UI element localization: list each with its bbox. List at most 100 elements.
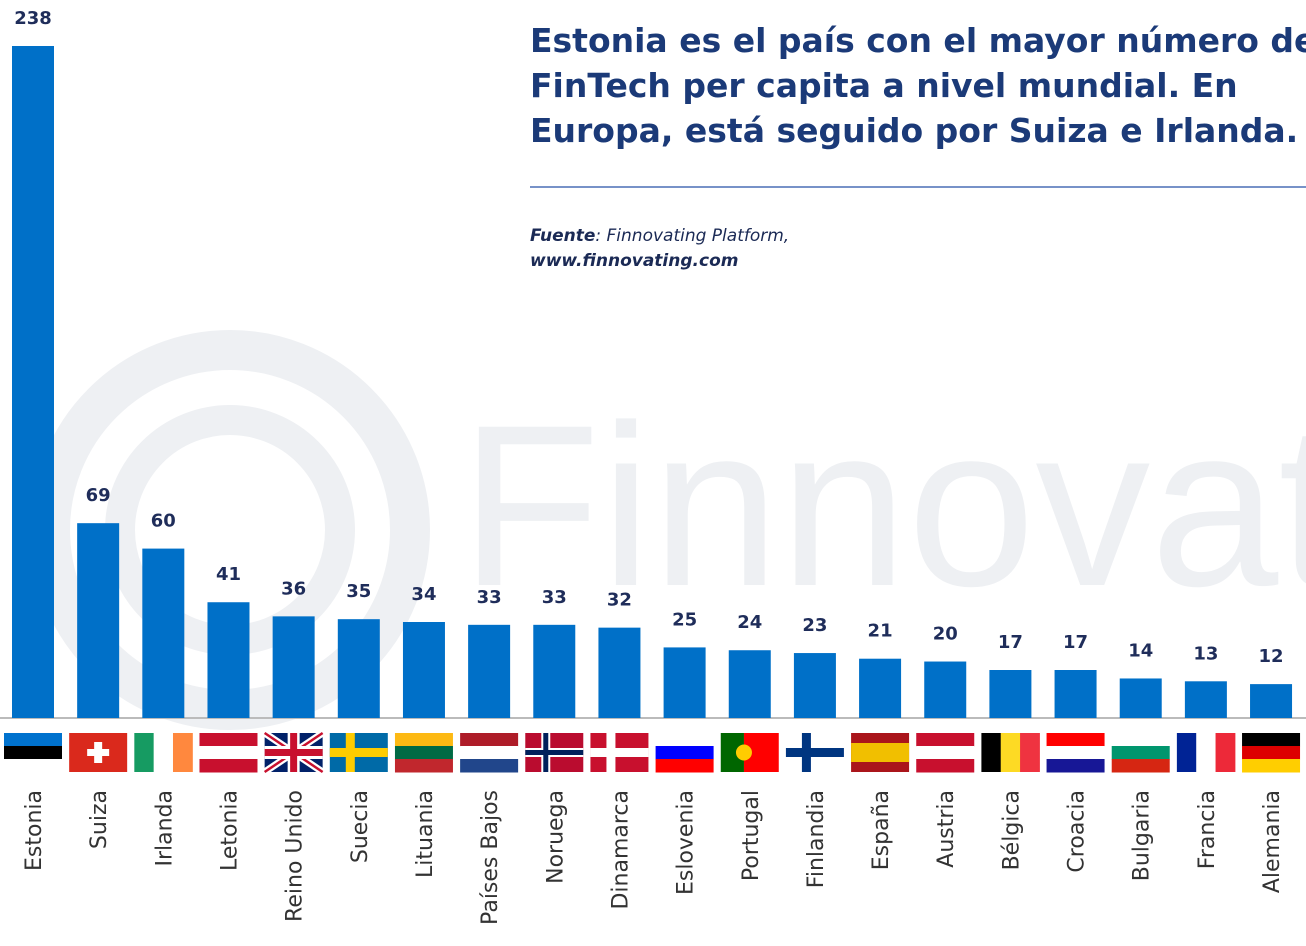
flag-part (1242, 759, 1301, 773)
flag (1046, 733, 1105, 773)
flag-part (1215, 733, 1236, 772)
value-label: 69 (86, 485, 111, 506)
flag-part (1242, 746, 1301, 760)
flag-part (394, 733, 453, 747)
flag-part (1242, 733, 1301, 747)
flag-part (1196, 733, 1217, 772)
value-label: 21 (868, 621, 893, 642)
x-tick-label: Francia (1195, 790, 1220, 869)
flag (262, 730, 325, 775)
x-tick-label: Portugal (739, 790, 764, 881)
value-label: 25 (672, 609, 697, 630)
flag-part (851, 743, 910, 762)
flag-part (460, 746, 519, 760)
flag (199, 733, 258, 773)
bar (793, 653, 836, 718)
flag-part (1111, 746, 1170, 760)
value-label: 238 (14, 8, 52, 29)
value-label: 23 (802, 615, 827, 636)
source-text: : Finnovating Platform, (595, 226, 790, 246)
flag-part (1111, 759, 1170, 773)
flag-part (199, 733, 258, 747)
value-label: 60 (151, 511, 176, 532)
x-tick-label: Bélgica (999, 790, 1024, 870)
bar (1184, 681, 1227, 718)
flag (720, 733, 779, 772)
bar (924, 661, 967, 718)
x-tick-label: Dinamarca (608, 790, 633, 910)
source-url: www.finnovating.com (530, 251, 739, 271)
flag (4, 733, 62, 773)
bar (77, 523, 120, 718)
flag-part (1046, 733, 1105, 747)
value-label: 24 (737, 612, 762, 633)
x-tick-label: Croacia (1065, 790, 1090, 873)
bar (663, 647, 706, 718)
flag-part (916, 733, 975, 747)
flag-part (134, 733, 155, 772)
value-label: 17 (998, 632, 1023, 653)
flag (655, 733, 714, 773)
flag-part (916, 759, 975, 773)
flag-part (87, 749, 110, 756)
flag-part (153, 733, 174, 772)
flag-part (981, 733, 1002, 772)
bar (989, 670, 1032, 718)
bar (468, 624, 511, 718)
flag (394, 733, 453, 773)
x-tick-label: Austria (934, 790, 959, 868)
flag-part (1111, 733, 1170, 747)
title-line: Europa, está seguido por Suiza e Irlanda… (530, 111, 1299, 150)
bar (402, 622, 445, 718)
x-tick-label: Eslovenia (674, 790, 699, 895)
flag-part (4, 759, 62, 773)
bar (598, 627, 641, 718)
bar (207, 602, 250, 718)
title-line: FinTech per capita a nivel mundial. En (530, 66, 1238, 105)
value-label: 20 (933, 624, 958, 645)
flag-part (4, 733, 62, 747)
source-label: Fuente (530, 226, 596, 246)
bar (859, 658, 902, 718)
x-tick-label: Estonia (22, 790, 47, 871)
x-tick-label: Suiza (87, 790, 112, 849)
flag (916, 733, 975, 773)
title-line: Estonia es el país con el mayor número d… (530, 21, 1306, 60)
flag (460, 733, 519, 773)
source: Fuente: Finnovating Platform, www.finnova… (530, 224, 789, 274)
bar (728, 650, 771, 718)
flag (525, 733, 584, 772)
flag (590, 733, 649, 772)
value-label: 14 (1128, 640, 1153, 661)
bar (1119, 678, 1162, 718)
flag (1242, 733, 1301, 773)
flag (851, 733, 910, 772)
flag-part (785, 748, 844, 757)
flag-part (394, 759, 453, 773)
value-label: 35 (346, 581, 371, 602)
flag-part (1176, 733, 1197, 772)
flag-part (1020, 733, 1040, 772)
bar (1054, 670, 1097, 718)
x-tick-label: Finlandia (804, 790, 829, 888)
x-tick-label: Lituania (413, 790, 438, 878)
x-tick-label: Irlanda (152, 790, 177, 867)
x-tick-label: España (869, 790, 894, 870)
flag-part (1000, 733, 1021, 772)
flag (1111, 733, 1170, 773)
flag-part (735, 744, 752, 761)
flag-part (172, 733, 193, 772)
flag-part (1046, 746, 1105, 760)
flag-part (525, 750, 584, 755)
value-label: 33 (542, 587, 567, 608)
flag-part (655, 733, 714, 747)
x-tick-label: Noruega (543, 790, 568, 884)
watermark: Finnovating (460, 377, 1306, 634)
value-label: 33 (477, 587, 502, 608)
flag-part (199, 746, 258, 760)
value-label: 32 (607, 590, 632, 611)
flag-part (1046, 759, 1105, 773)
flag-part (916, 746, 975, 760)
